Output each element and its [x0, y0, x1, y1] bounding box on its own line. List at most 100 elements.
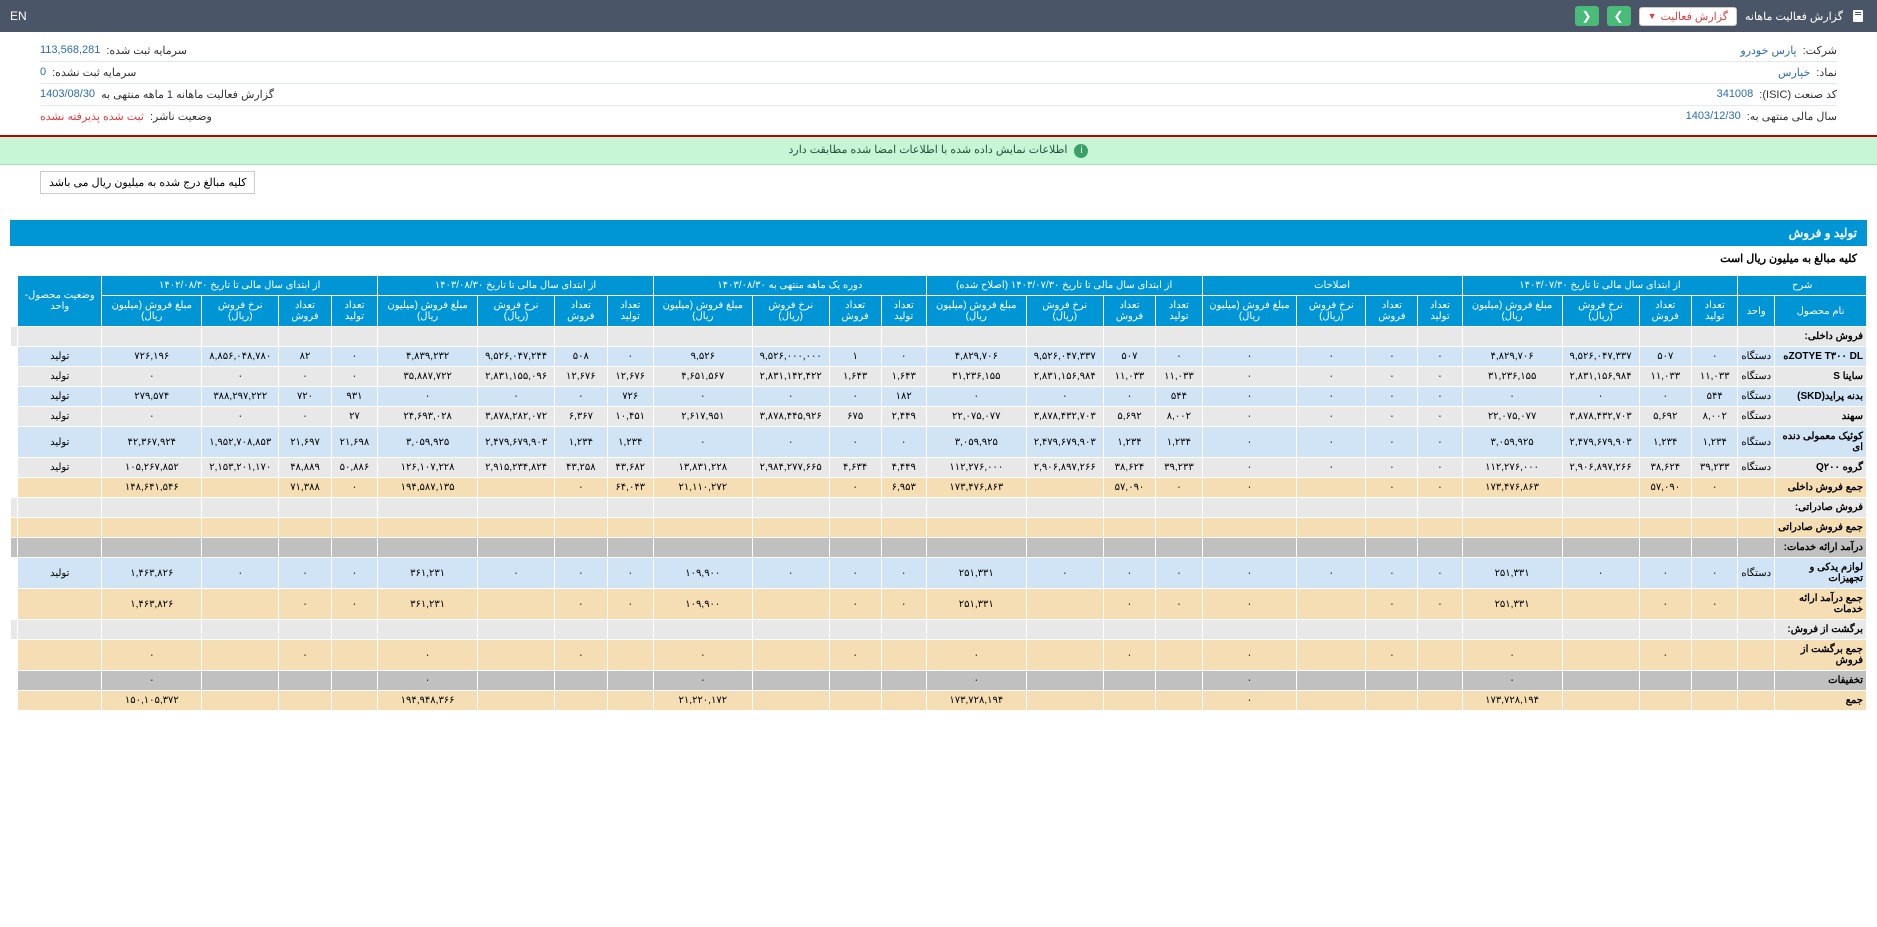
isic-value: 341008 [1717, 88, 1754, 101]
table-cell [752, 518, 829, 538]
table-cell: ۰ [653, 640, 752, 671]
table-cell [653, 620, 752, 640]
table-cell: ۲,۴۴۹ [881, 407, 926, 427]
table-cell [1562, 478, 1639, 498]
table-cell: جمع فروش صادراتی [1775, 518, 1867, 538]
table-cell [881, 620, 926, 640]
table-cell [555, 691, 608, 711]
table-cell [607, 538, 653, 558]
table-cell: ۴,۸۲۹,۷۰۶ [926, 347, 1026, 367]
table-cell [1103, 498, 1156, 518]
table-cell: ۱۹۴,۵۸۷,۱۳۵ [378, 478, 478, 498]
table-cell: ۱,۶۴۳ [881, 367, 926, 387]
table-row: ساینا Sدستگاه۱۱,۰۳۳۱۱,۰۳۳۲,۸۳۱,۱۵۶,۹۸۴۳۱… [11, 367, 1867, 387]
table-cell [1202, 620, 1297, 640]
table-cell [279, 691, 332, 711]
table-cell [1418, 518, 1462, 538]
table-cell [202, 589, 279, 620]
table-cell: ۱,۲۳۴ [1156, 427, 1202, 458]
chevron-down-icon: ▼ [1648, 11, 1657, 21]
table-cell [829, 327, 881, 347]
table-cell: ۳۹,۲۳۳ [1692, 458, 1738, 478]
table-cell: ۰ [279, 367, 332, 387]
table-cell [1156, 691, 1202, 711]
table-cell [1026, 589, 1103, 620]
table-cell [1462, 538, 1562, 558]
table-cell: ۳۸,۶۲۴ [1639, 458, 1692, 478]
table-cell: ۳,۰۵۹,۹۲۵ [1462, 427, 1562, 458]
table-cell [1692, 640, 1738, 671]
topbar: گزارش فعالیت ماهانه گزارش فعالیت ▼ ❯ ❮ E… [0, 0, 1877, 32]
table-cell: بدنه پراید(SKD) [1775, 387, 1867, 407]
table-cell: ۰ [1026, 387, 1103, 407]
table-cell: ۲,۸۳۱,۱۵۶,۹۸۴ [1562, 367, 1639, 387]
table-cell: ۵,۶۹۲ [1639, 407, 1692, 427]
table-cell: ۹۳۱ [331, 387, 377, 407]
table-cell: تولید [18, 367, 102, 387]
table-cell [18, 620, 102, 640]
table-cell: ۰ [1103, 558, 1156, 589]
table-cell: ۱۸۲ [881, 387, 926, 407]
verification-alert: i اطلاعات نمایش داده شده با اطلاعات امضا… [0, 135, 1877, 165]
table-cell [829, 498, 881, 518]
activity-report-button[interactable]: گزارش فعالیت ▼ [1639, 7, 1737, 26]
table-cell: ۲,۸۳۱,۱۵۶,۹۸۴ [1026, 367, 1103, 387]
table-cell: ۰ [1366, 427, 1418, 458]
table-cell: ۰ [607, 589, 653, 620]
table-cell: دستگاه [1738, 427, 1775, 458]
language-toggle[interactable]: EN [10, 9, 27, 23]
isic-label: کد صنعت (ISIC): [1759, 88, 1837, 101]
table-cell [752, 538, 829, 558]
table-cell: تولید [18, 407, 102, 427]
table-cell [555, 671, 608, 691]
table-cell [1297, 640, 1366, 671]
table-cell [1562, 640, 1639, 671]
table-cell: تولید [18, 558, 102, 589]
table-cell: ۴۳,۲۵۸ [555, 458, 608, 478]
table-cell [881, 640, 926, 671]
table-cell: ۳۸,۶۲۴ [1103, 458, 1156, 478]
th-prod: تعداد تولید [331, 296, 377, 327]
table-cell [1418, 671, 1462, 691]
table-cell: ۰ [829, 478, 881, 498]
table-cell: ۰ [1462, 640, 1562, 671]
table-cell: ۲۱,۲۲۰,۱۷۲ [653, 691, 752, 711]
nav-next-button[interactable]: ❯ [1607, 6, 1631, 26]
table-cell: ۵۷,۰۹۰ [1103, 478, 1156, 498]
unreg-capital-value: 0 [40, 66, 46, 79]
table-cell: ۴,۸۳۹,۲۳۲ [378, 347, 478, 367]
table-cell: ۰ [1418, 458, 1462, 478]
table-cell [1026, 691, 1103, 711]
table-cell [331, 620, 377, 640]
table-cell: ۲,۴۷۹,۶۷۹,۹۰۳ [478, 427, 555, 458]
table-cell: ۰ [1692, 347, 1738, 367]
th-sale: تعداد فروش [1103, 296, 1156, 327]
table-cell [18, 589, 102, 620]
nav-prev-button[interactable]: ❮ [1575, 6, 1599, 26]
table-cell [1738, 498, 1775, 518]
table-cell: ۱۷۳,۴۷۶,۸۶۳ [1462, 478, 1562, 498]
table-cell: ۲,۹۰۶,۸۹۷,۲۶۶ [1562, 458, 1639, 478]
table-cell: ۰ [1418, 478, 1462, 498]
table-cell: ۰ [378, 640, 478, 671]
table-cell: ۰ [829, 427, 881, 458]
table-cell: گروه Q۲۰۰ [1775, 458, 1867, 478]
table-cell: جمع فروش داخلی [1775, 478, 1867, 498]
table-cell [1692, 671, 1738, 691]
table-cell: ۰ [202, 558, 279, 589]
table-cell [1297, 498, 1366, 518]
table-cell [1156, 640, 1202, 671]
table-cell: ۰ [926, 671, 1026, 691]
table-cell: ۰ [1103, 640, 1156, 671]
table-cell: ۰ [653, 427, 752, 458]
th-rate: نرخ فروش (ریال) [1562, 296, 1639, 327]
table-cell [1297, 620, 1366, 640]
table-cell: ۲۵۱,۳۳۱ [926, 589, 1026, 620]
table-cell [1562, 691, 1639, 711]
table-cell: ۷۱,۳۸۸ [279, 478, 332, 498]
table-cell [102, 498, 202, 518]
table-cell [607, 640, 653, 671]
table-cell [1156, 620, 1202, 640]
table-cell: ۰ [1639, 387, 1692, 407]
table-cell: ۹,۵۲۶,۰۴۷,۲۴۴ [478, 347, 555, 367]
